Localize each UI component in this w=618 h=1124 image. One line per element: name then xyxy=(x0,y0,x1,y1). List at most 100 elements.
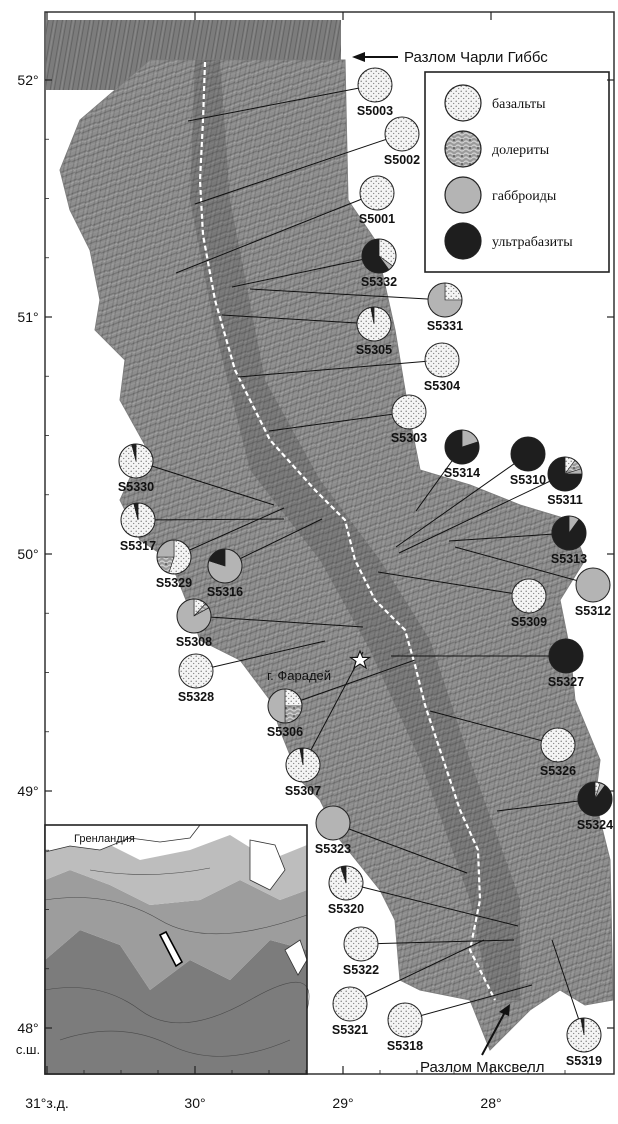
leader-line xyxy=(404,984,533,1021)
station-label: S5322 xyxy=(343,963,379,977)
leader-line xyxy=(195,640,326,672)
station-label: S5312 xyxy=(575,604,611,618)
station-label: S5316 xyxy=(207,585,243,599)
pie-outline xyxy=(356,306,392,342)
pie-outline xyxy=(267,688,303,724)
station-label: S5311 xyxy=(547,493,583,507)
lon-tick-label: 30° xyxy=(184,1095,205,1111)
charlie-gibbs-label: Разлом Чарли Гиббс xyxy=(404,49,548,66)
pie-slice-basalt xyxy=(357,67,393,103)
station-label: S5331 xyxy=(427,319,463,333)
sample-pie-S5306: S5306 xyxy=(267,688,303,739)
legend-swatch-basalt xyxy=(444,84,482,122)
station-label: S5320 xyxy=(328,902,364,916)
station-label: S5314 xyxy=(444,466,480,480)
legend-label-gabbro: габброиды xyxy=(492,189,557,204)
bathymetry-layer xyxy=(46,20,614,1051)
latitude-axis: 52° 51° 50° 49° 48° xyxy=(17,72,614,1036)
lat-tick-label: 51° xyxy=(17,309,38,325)
inset-ocean-shelf xyxy=(45,835,307,905)
sample-leaders xyxy=(135,84,596,1036)
pie-slice-basalt xyxy=(178,653,214,689)
leader-line xyxy=(349,939,485,1005)
greenland-land xyxy=(44,824,201,853)
inset-ocean-deep xyxy=(45,930,307,1074)
faraday-label: г. Фарадей xyxy=(267,668,331,683)
lat-tick-label: 48° xyxy=(17,1020,38,1036)
station-label: S5323 xyxy=(315,842,351,856)
station-label: S5308 xyxy=(176,635,212,649)
pie-outline xyxy=(207,548,243,584)
station-label: S5309 xyxy=(511,615,547,629)
pie-slice-basalt xyxy=(424,342,460,378)
leader-line xyxy=(429,710,559,746)
sample-pie-S5316: S5316 xyxy=(207,548,243,599)
station-label: S5328 xyxy=(178,690,214,704)
leader-line xyxy=(175,192,378,274)
legend: базальты долериты габброиды ультрабазиты xyxy=(424,71,610,273)
pie-outline xyxy=(444,429,480,465)
inset-frame xyxy=(44,824,308,1075)
leader-line xyxy=(448,532,570,542)
longitude-axis: 31°з.д. 30° 29° 28° xyxy=(25,12,566,1111)
sample-pie-S5328: S5328 xyxy=(178,653,214,704)
station-label: S5321 xyxy=(332,1023,368,1037)
leader-line xyxy=(454,546,594,586)
pie-slice-basalt xyxy=(391,394,427,430)
leader-line xyxy=(398,473,566,554)
leader-line xyxy=(194,133,403,205)
sample-pie-S5307: S5307 xyxy=(285,747,321,798)
sample-pie-S5311: S5311 xyxy=(547,456,583,507)
station-label: S5304 xyxy=(424,379,460,393)
sample-pie-S5313: S5313 xyxy=(551,515,587,566)
sample-pie-S5003: S5003 xyxy=(357,67,393,118)
sample-pie-S5310: S5310 xyxy=(510,436,546,487)
pie-slice-ultra xyxy=(548,638,584,674)
station-label: S5002 xyxy=(384,153,420,167)
station-label: S5324 xyxy=(577,818,613,832)
pie-outline xyxy=(577,781,613,817)
lat-tick-label: 49° xyxy=(17,783,38,799)
faraday-star xyxy=(348,649,372,670)
station-label: S5317 xyxy=(120,539,156,553)
sample-pie-S5309: S5309 xyxy=(511,578,547,629)
leader-line xyxy=(187,84,376,122)
inset-greenland-label: Гренландия xyxy=(74,833,135,845)
lat-tick-label: 50° xyxy=(17,546,38,562)
sample-pie-S5326: S5326 xyxy=(540,727,576,778)
legend-label-basalt: базальты xyxy=(492,97,546,112)
pie-slice-basalt xyxy=(332,986,368,1022)
pie-outline xyxy=(427,282,463,318)
lat-unit-label: с.ш. xyxy=(16,1042,40,1057)
rift-valley-shade xyxy=(190,60,520,1000)
legend-label-ultra: ультрабазиты xyxy=(492,235,573,250)
sample-pie-S5323: S5323 xyxy=(315,805,351,856)
legend-swatch-gabbro xyxy=(444,176,482,214)
pie-slice-basalt xyxy=(387,1002,423,1038)
sample-pie-S5332: S5332 xyxy=(361,238,397,289)
sample-pie-S5308: S5308 xyxy=(176,598,212,649)
lon-tick-label: 28° xyxy=(480,1095,501,1111)
pie-outline xyxy=(176,598,212,634)
station-label: S5003 xyxy=(357,104,393,118)
pie-outline xyxy=(118,443,154,479)
station-label: S5330 xyxy=(118,480,154,494)
pie-outline xyxy=(551,515,587,551)
leader-line xyxy=(284,659,416,707)
legend-label-dolerite: долериты xyxy=(492,143,550,158)
pie-slice-ultra xyxy=(510,436,546,472)
lon-tick-label: 31°з.д. xyxy=(25,1095,69,1111)
leader-line xyxy=(224,518,323,567)
legend-swatch-dolerite xyxy=(444,130,482,168)
pie-outline xyxy=(547,456,583,492)
leader-line xyxy=(302,651,364,766)
maxwell-arrow xyxy=(481,1011,506,1056)
station-label: S5319 xyxy=(566,1054,602,1068)
sample-pie-S5314: S5314 xyxy=(444,429,480,480)
lat-tick-label: 52° xyxy=(17,72,38,88)
sample-pie-S5322: S5322 xyxy=(343,926,379,977)
station-label: S5001 xyxy=(359,212,395,226)
leader-line xyxy=(193,615,364,628)
station-label: S5310 xyxy=(510,473,546,487)
